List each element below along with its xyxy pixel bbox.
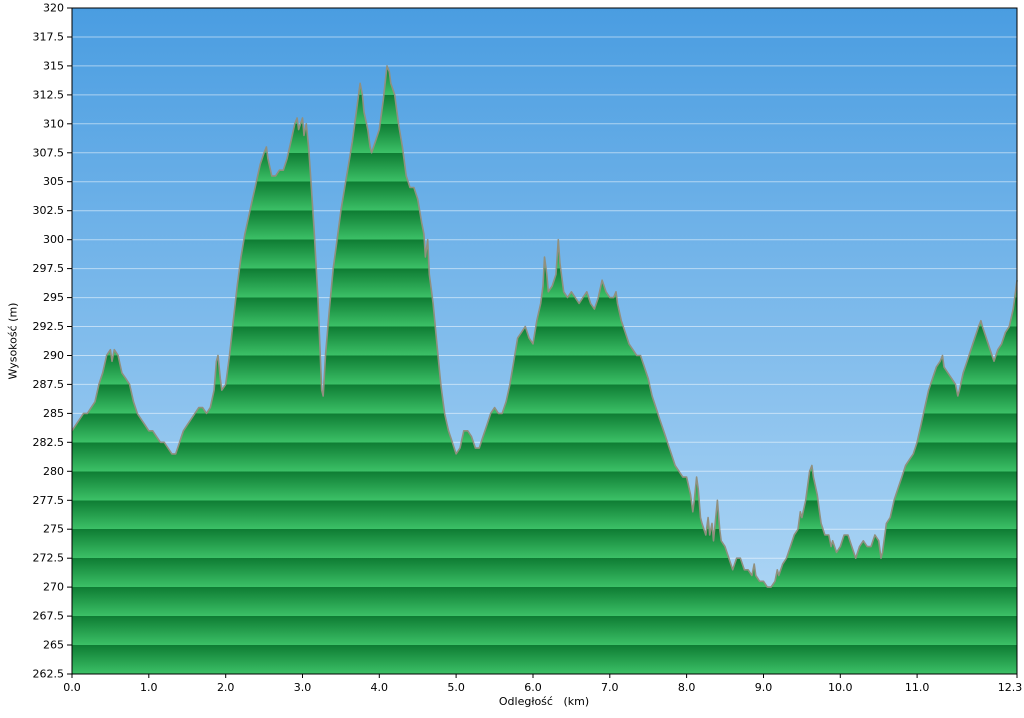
svg-text:295: 295 xyxy=(43,291,64,304)
svg-text:292.5: 292.5 xyxy=(33,320,65,333)
svg-text:300: 300 xyxy=(43,233,64,246)
svg-text:287.5: 287.5 xyxy=(33,378,65,391)
svg-text:307.5: 307.5 xyxy=(33,146,65,159)
svg-text:277.5: 277.5 xyxy=(33,494,65,507)
svg-text:290: 290 xyxy=(43,349,64,362)
svg-text:2.0: 2.0 xyxy=(217,681,235,694)
svg-text:3.0: 3.0 xyxy=(294,681,312,694)
y-axis-ticks xyxy=(67,7,72,675)
svg-text:0.0: 0.0 xyxy=(63,681,81,694)
svg-text:285: 285 xyxy=(43,407,64,420)
svg-text:305: 305 xyxy=(43,175,64,188)
y-axis-title: Wysokość (m) xyxy=(6,302,20,380)
svg-text:270: 270 xyxy=(43,581,64,594)
terrain-area xyxy=(72,65,1017,674)
plot-border xyxy=(71,7,1018,675)
svg-text:4.0: 4.0 xyxy=(371,681,389,694)
svg-text:317.5: 317.5 xyxy=(33,31,65,44)
svg-text:12.3: 12.3 xyxy=(998,681,1023,694)
svg-text:310: 310 xyxy=(43,117,64,130)
svg-text:280: 280 xyxy=(43,465,64,478)
svg-text:315: 315 xyxy=(43,59,64,72)
svg-text:5.0: 5.0 xyxy=(447,681,465,694)
x-axis-labels: 0.0 1.0 2.0 3.0 4.0 5.0 6.0 7.0 8.0 9.0 10.0 11.0 12… xyxy=(63,681,1022,694)
svg-text:1.0: 1.0 xyxy=(140,681,158,694)
svg-text:265: 265 xyxy=(43,639,64,652)
x-axis-ticks xyxy=(71,674,1018,678)
svg-text:10.0: 10.0 xyxy=(828,681,853,694)
y-axis-labels: 262.5 265 267.5 270 272.5 275 277.5 280 282.5 285… xyxy=(33,2,65,681)
svg-text:282.5: 282.5 xyxy=(33,436,65,449)
x-axis-title: Odległość (km) xyxy=(498,695,590,708)
svg-text:11.0: 11.0 xyxy=(905,681,930,694)
terrain-outline xyxy=(71,65,1018,588)
svg-text:275: 275 xyxy=(43,523,64,536)
svg-text:267.5: 267.5 xyxy=(33,610,65,623)
svg-text:312.5: 312.5 xyxy=(33,88,65,101)
svg-text:302.5: 302.5 xyxy=(33,204,65,217)
svg-text:272.5: 272.5 xyxy=(33,552,65,565)
svg-text:7.0: 7.0 xyxy=(601,681,619,694)
svg-text:262.5: 262.5 xyxy=(33,668,65,681)
svg-text:6.0: 6.0 xyxy=(524,681,542,694)
svg-text:9.0: 9.0 xyxy=(755,681,773,694)
svg-text:320: 320 xyxy=(43,2,64,15)
svg-text:297.5: 297.5 xyxy=(33,262,65,275)
svg-text:8.0: 8.0 xyxy=(678,681,696,694)
